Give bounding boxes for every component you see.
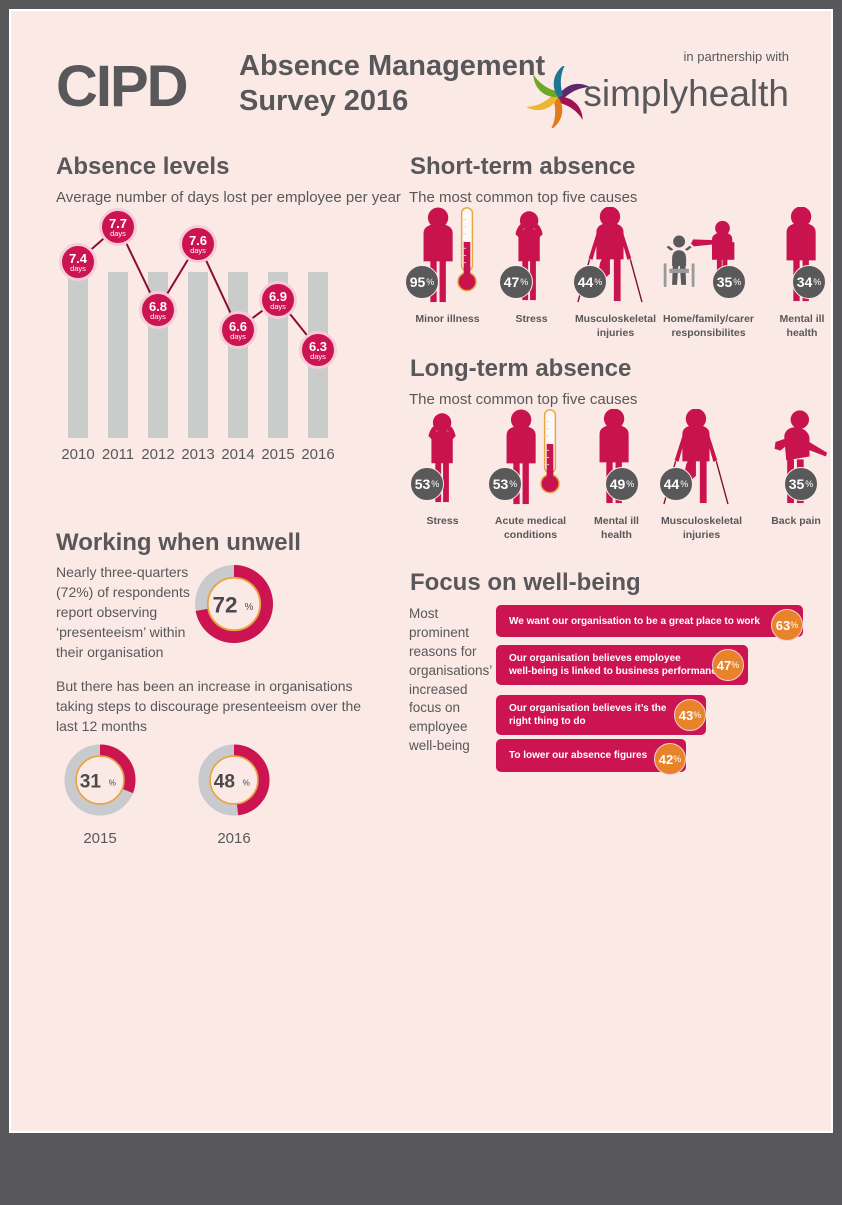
svg-text:72: 72 <box>212 592 237 617</box>
svg-text:31: 31 <box>80 772 102 793</box>
svg-text:%: % <box>245 602 254 613</box>
svg-text:%: % <box>109 778 116 787</box>
svg-text:48: 48 <box>214 772 236 793</box>
svg-text:%: % <box>243 778 250 787</box>
